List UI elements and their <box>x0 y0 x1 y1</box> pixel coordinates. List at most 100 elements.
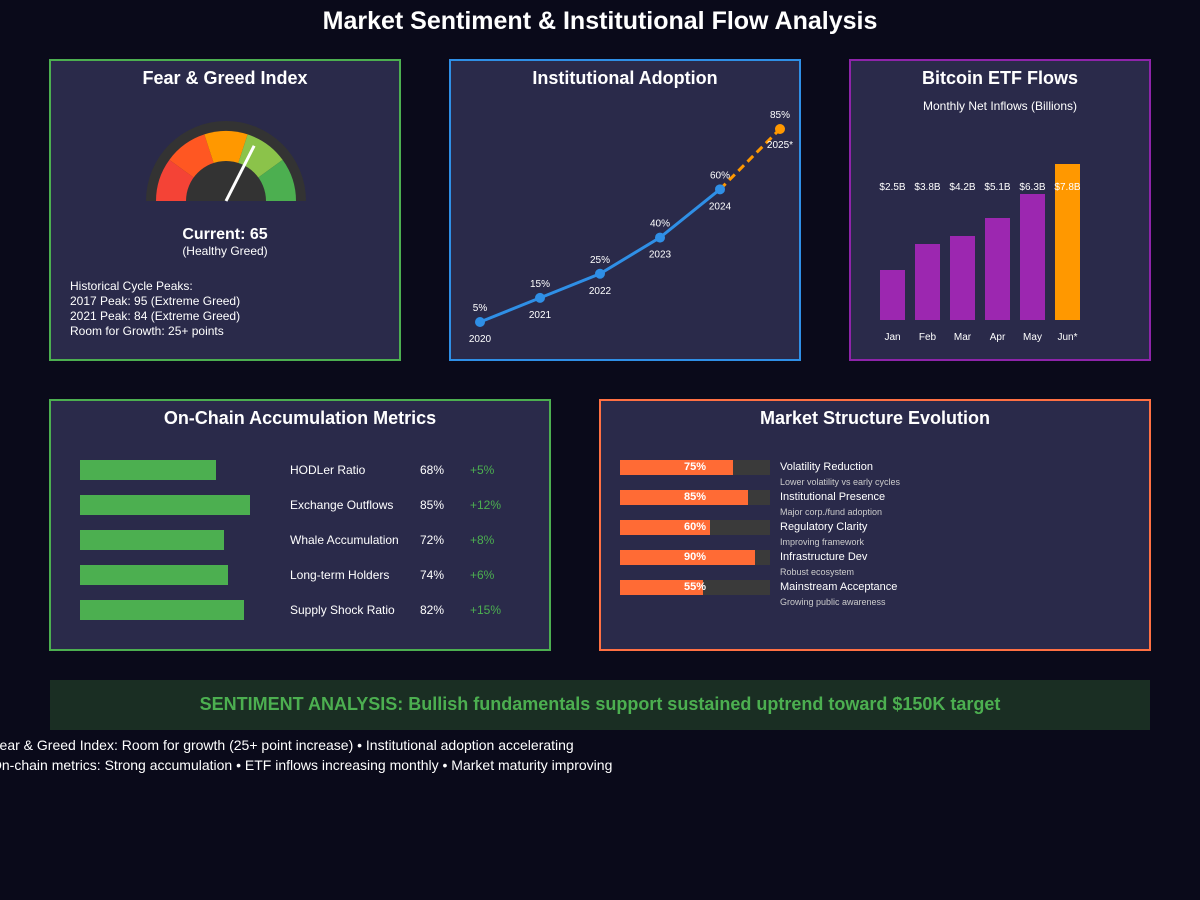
adoption-point <box>535 292 545 303</box>
structure-percent: 75% <box>683 461 707 473</box>
structure-description: Improving framework <box>780 537 865 547</box>
onchain-metrics-panel: On-Chain Accumulation Metrics HODLer Rat… <box>49 399 551 651</box>
metric-bar <box>80 460 216 480</box>
market-structure-title: Market Structure Evolution <box>759 408 991 428</box>
structure-name: Mainstream Acceptance <box>780 581 898 593</box>
adoption-value-label: 25% <box>590 255 610 266</box>
metric-name: HODLer Ratio <box>290 463 366 477</box>
structure-row: 75% Volatility Reduction Lower volatility … <box>601 460 1149 490</box>
adoption-value-label: 85% <box>770 110 790 121</box>
onchain-metrics-title: On-Chain Accumulation Metrics <box>163 408 437 428</box>
etf-value-label: $3.8B <box>914 182 940 193</box>
metric-bar <box>80 530 224 550</box>
fear-greed-title: Fear & Greed Index <box>142 68 308 88</box>
fear-greed-gauge <box>145 120 307 204</box>
structure-name: Volatility Reduction <box>780 461 873 473</box>
peak-2021: 2021 Peak: 84 (Extreme Greed) <box>70 309 241 323</box>
etf-bar <box>985 218 1010 320</box>
etf-bar <box>915 244 940 320</box>
peaks-heading: Historical Cycle Peaks: <box>70 279 193 293</box>
adoption-projection-line <box>718 127 782 191</box>
fear-greed-current: Current: 65 <box>182 226 268 243</box>
metric-row: Whale Accumulation 72% +8% <box>51 530 549 550</box>
metric-change: +6% <box>470 568 495 582</box>
adoption-value-label: 5% <box>473 303 488 314</box>
etf-value-label: $2.5B <box>879 182 905 193</box>
gauge-needle <box>224 145 256 202</box>
adoption-year-label: 2024 <box>709 201 732 212</box>
etf-month-label: Jun* <box>1057 332 1077 343</box>
metric-name: Supply Shock Ratio <box>290 603 395 617</box>
metric-value: 85% <box>420 498 445 512</box>
fear-greed-label: (Healthy Greed) <box>182 244 268 258</box>
structure-bar-fill <box>620 580 703 595</box>
structure-description: Lower volatility vs early cycles <box>780 477 901 487</box>
institutional-adoption-chart: 5% 2020 15% 2021 25% 2022 40% 2023 60% 2024 85% 202… <box>469 110 793 345</box>
structure-row: 60% Regulatory Clarity Improving framework <box>601 520 1149 550</box>
adoption-point <box>475 317 485 327</box>
etf-month-label: Mar <box>954 332 972 343</box>
structure-row: 90% Infrastructure Dev Robust ecosystem <box>601 550 1149 580</box>
metric-change: +5% <box>470 463 495 477</box>
metric-name: Exchange Outflows <box>290 498 394 512</box>
structure-bar-fill <box>620 490 748 505</box>
structure-bar-track: 75% <box>620 460 770 475</box>
metric-name: Whale Accumulation <box>290 533 399 547</box>
structure-percent: 60% <box>683 521 707 533</box>
institutional-adoption-panel: Institutional Adoption 5% 2020 15% 2021 25% 2… <box>449 59 801 361</box>
structure-name: Regulatory Clarity <box>780 521 868 533</box>
adoption-year-label: 2022 <box>589 286 612 297</box>
metric-row: Long-term Holders 74% +6% <box>51 565 549 585</box>
institutional-adoption-title: Institutional Adoption <box>532 68 718 88</box>
adoption-value-label: 15% <box>530 279 550 290</box>
etf-value-label: $6.3B <box>1019 182 1045 193</box>
footer-line-2: On-chain metrics: Strong accumulation • … <box>0 757 613 773</box>
adoption-year-label: 2025* <box>767 140 793 151</box>
structure-percent: 85% <box>683 491 707 503</box>
metric-row: Supply Shock Ratio 82% +15% <box>51 600 549 620</box>
structure-percent: 55% <box>683 581 707 593</box>
adoption-point <box>715 184 725 195</box>
structure-bar-track: 90% <box>620 550 770 565</box>
adoption-value-label: 60% <box>710 170 730 181</box>
footer-line-1: Fear & Greed Index: Room for growth (25+… <box>0 737 574 753</box>
structure-bar-fill <box>620 520 710 535</box>
structure-description: Robust ecosystem <box>780 567 855 577</box>
etf-flows-panel: Bitcoin ETF Flows Monthly Net Inflows (B… <box>849 59 1151 361</box>
metric-change: +12% <box>470 498 502 512</box>
structure-name: Institutional Presence <box>780 491 886 503</box>
etf-bar <box>1055 164 1080 320</box>
metric-value: 74% <box>420 568 445 582</box>
structure-bar-fill <box>620 550 755 565</box>
metric-value: 82% <box>420 603 445 617</box>
structure-bar-fill <box>620 460 733 475</box>
etf-flows-chart: $2.5B Jan $3.8B Feb $4.2B Mar $5.1B Apr $6.3B May… <box>879 164 1081 343</box>
structure-percent: 90% <box>683 551 707 563</box>
metric-row: Exchange Outflows 85% +12% <box>51 495 549 515</box>
etf-month-label: Apr <box>990 332 1006 343</box>
sentiment-banner: SENTIMENT ANALYSIS: Bullish fundamentals… <box>50 680 1150 730</box>
structure-bar-track: 55% <box>620 580 770 595</box>
etf-value-label: $7.8B <box>1054 182 1080 193</box>
adoption-value-label: 40% <box>650 219 670 230</box>
etf-bar <box>1020 194 1045 320</box>
adoption-point <box>655 232 665 243</box>
adoption-point <box>595 268 605 279</box>
adoption-year-label: 2021 <box>529 310 552 321</box>
metric-row: HODLer Ratio 68% +5% <box>51 460 549 480</box>
structure-name: Infrastructure Dev <box>780 551 868 563</box>
structure-description: Growing public awareness <box>780 597 886 607</box>
structure-bar-track: 60% <box>620 520 770 535</box>
etf-flows-subtitle: Monthly Net Inflows (Billions) <box>922 99 1078 113</box>
adoption-point <box>775 124 785 134</box>
metric-name: Long-term Holders <box>290 568 390 582</box>
etf-month-label: Feb <box>919 332 937 343</box>
gauge-hub <box>186 161 266 201</box>
metric-value: 68% <box>420 463 445 477</box>
metric-bar <box>80 565 228 585</box>
etf-flows-title: Bitcoin ETF Flows <box>922 68 1078 88</box>
metric-value: 72% <box>420 533 445 547</box>
metric-change: +8% <box>470 533 495 547</box>
metric-change: +15% <box>470 603 502 617</box>
adoption-year-label: 2023 <box>649 250 672 261</box>
